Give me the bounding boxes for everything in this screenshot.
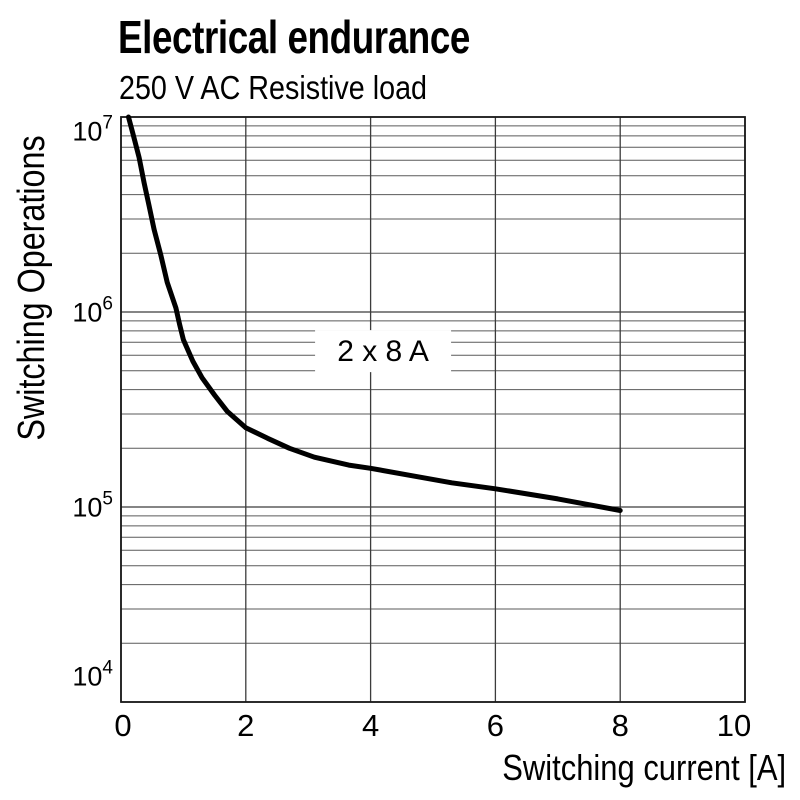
x-tick-label: 10 xyxy=(717,708,751,743)
plot-frame xyxy=(120,116,746,703)
y-tick-label: 107 xyxy=(72,113,113,147)
chart-subtitle: 250 V AC Resistive load xyxy=(119,69,428,106)
x-tick-label: 2 xyxy=(237,708,254,743)
y-tick-label: 105 xyxy=(72,489,113,523)
x-tick-label: 0 xyxy=(114,708,131,743)
y-tick-labels: 107 106 105 104 xyxy=(72,113,113,692)
curve-annotation-box xyxy=(315,330,452,373)
chart-title: Electrical endurance xyxy=(118,11,470,63)
y-tick-label: 104 xyxy=(72,658,113,692)
x-tick-label: 8 xyxy=(612,708,629,743)
grid-horizontal xyxy=(121,116,745,703)
y-tick-label: 106 xyxy=(72,294,113,328)
endurance-curve xyxy=(126,114,623,513)
curve-annotation-label: 2 x 8 A xyxy=(337,335,429,368)
x-axis-title: Switching current [A] xyxy=(502,747,786,788)
grid-vertical xyxy=(120,117,746,702)
x-tick-labels: 0 2 4 6 8 10 xyxy=(114,708,751,743)
x-tick-label: 6 xyxy=(487,708,504,743)
x-tick-label: 4 xyxy=(362,708,379,743)
